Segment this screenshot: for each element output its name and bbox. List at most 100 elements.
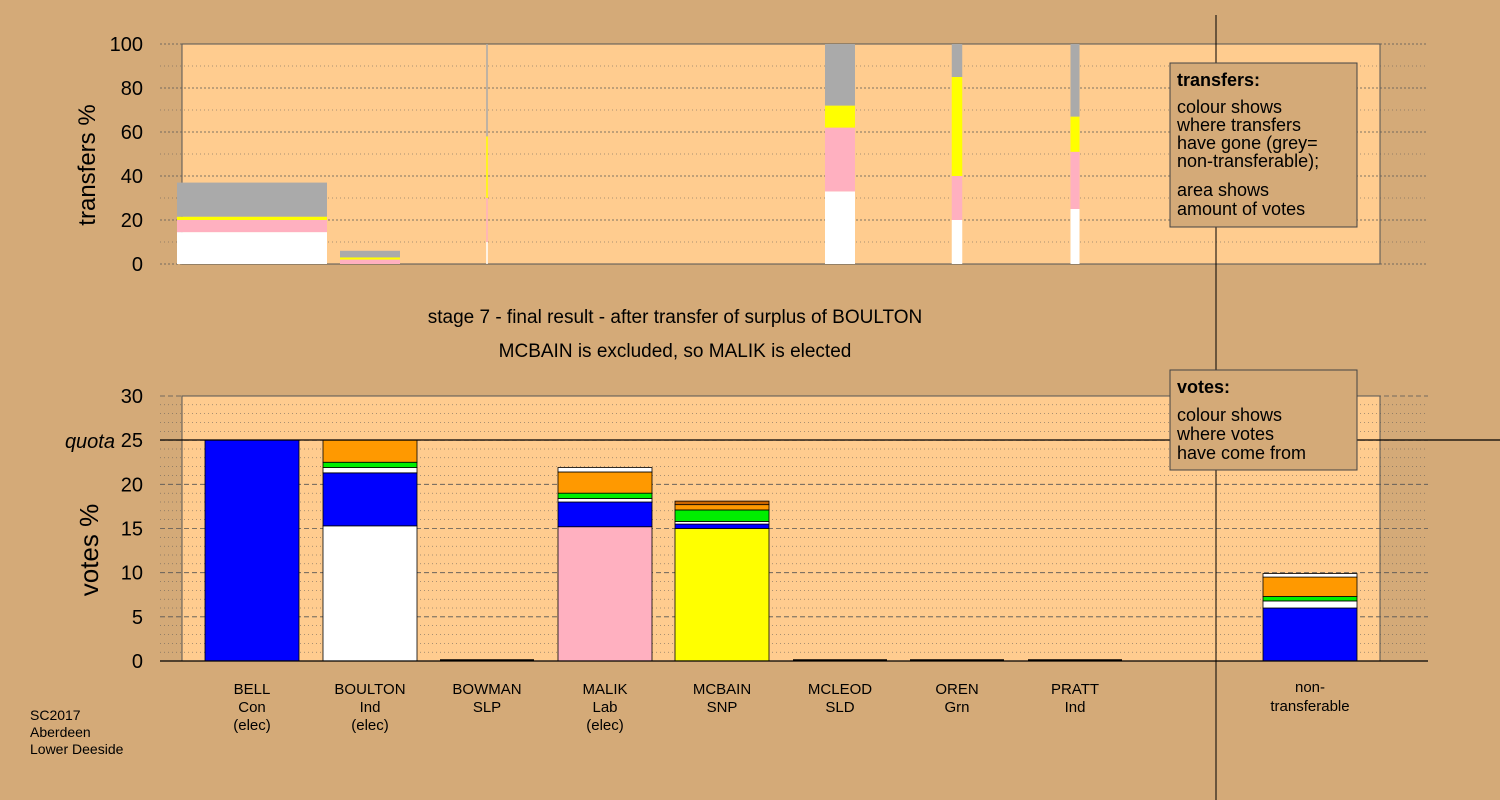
candidate-status: (elec) <box>586 717 624 734</box>
nontransferable-label-line1: non- <box>1295 679 1325 696</box>
footer: SC2017 Aberdeen Lower Deeside <box>30 707 124 757</box>
y-tick-label: 60 <box>121 122 143 144</box>
candidate-name: MCLEOD <box>808 681 872 698</box>
vote-segment <box>674 509 770 522</box>
candidate-party: Lab <box>592 699 617 716</box>
candidate-status: (elec) <box>351 717 389 734</box>
candidate-party: SLD <box>825 699 854 716</box>
footer-line: SC2017 <box>30 707 81 723</box>
y-tick-label: 100 <box>110 34 143 56</box>
transfer-column-bell <box>177 182 327 264</box>
y-tick-label: 25 <box>121 430 143 452</box>
vote-segment <box>674 500 770 506</box>
footer-line: Lower Deeside <box>30 741 124 757</box>
votes-legend-box <box>1169 369 1358 471</box>
transfer-segment <box>1070 151 1080 209</box>
vote-column-malik <box>557 467 653 662</box>
vote-segment <box>557 501 653 528</box>
transfer-segment <box>177 232 327 264</box>
transfers-bars <box>177 44 1080 264</box>
transfer-segment <box>951 44 963 77</box>
vote-segment <box>557 467 653 473</box>
stage-title: stage 7 - final result - after transfer … <box>428 307 923 328</box>
transfer-segment <box>340 259 400 264</box>
transfers-legend-line: have gone (grey= <box>1177 133 1318 153</box>
transfers-legend-line: amount of votes <box>1177 199 1305 219</box>
nontransferable-label-line2: transferable <box>1270 698 1349 715</box>
transfer-column-mcleod <box>825 44 855 264</box>
y-tick-label: 0 <box>132 651 143 673</box>
votes-y-ticks: 0 5 10 15 20 25 30 <box>121 386 143 673</box>
vote-segment <box>204 439 300 662</box>
footer-line: Aberdeen <box>30 724 91 740</box>
candidate-party: Ind <box>360 699 381 716</box>
transfer-segment <box>486 136 488 198</box>
candidate-party: SNP <box>707 699 738 716</box>
votes-bars <box>204 439 1358 662</box>
transfers-legend-line: where transfers <box>1176 115 1301 135</box>
transfers-legend: transfers: colour shows where transfers … <box>1169 62 1358 228</box>
candidate-name: OREN <box>935 681 978 698</box>
vote-segment <box>322 439 418 463</box>
candidate-party: Con <box>238 699 266 716</box>
transfer-segment <box>177 182 327 217</box>
y-tick-label: 40 <box>121 166 143 188</box>
vote-segment <box>557 526 653 662</box>
vote-column-non-transferable <box>1262 573 1358 662</box>
candidate-labels: BELLCon(elec)BOULTONInd(elec)BOWMANSLPMA… <box>233 681 1099 734</box>
candidate-name: MCBAIN <box>693 681 751 698</box>
transfer-segment <box>1070 209 1080 264</box>
y-tick-label: 20 <box>121 474 143 496</box>
vote-column-bell <box>204 439 300 662</box>
transfer-segment <box>825 105 855 128</box>
vote-segment <box>674 528 770 662</box>
votes-legend: votes: colour shows where votes have com… <box>1169 369 1358 471</box>
vote-segment <box>1262 607 1358 662</box>
votes-legend-line: where votes <box>1176 424 1274 444</box>
transfer-segment <box>486 242 488 264</box>
y-tick-label: 80 <box>121 78 143 100</box>
transfer-segment <box>340 257 400 260</box>
outcome-title: MCBAIN is excluded, so MALIK is elected <box>499 341 852 362</box>
candidate-name: MALIK <box>582 681 627 698</box>
vote-column-boulton <box>322 439 418 662</box>
vote-segment <box>557 498 653 503</box>
transfers-legend-box <box>1169 62 1358 228</box>
candidate-name: PRATT <box>1051 681 1099 698</box>
y-tick-label: 10 <box>121 563 143 585</box>
candidate-status: (elec) <box>233 717 271 734</box>
y-tick-label: 5 <box>132 607 143 629</box>
vote-column-mcbain <box>674 500 770 662</box>
vote-segment <box>1262 596 1358 602</box>
vote-segment <box>322 472 418 527</box>
transfer-column-oren <box>951 44 963 264</box>
transfers-legend-heading: transfers: <box>1177 70 1260 90</box>
transfer-segment <box>825 44 855 106</box>
transfer-segment <box>1070 44 1080 117</box>
transfer-segment <box>340 250 400 258</box>
candidate-party: Ind <box>1065 699 1086 716</box>
quota-label: quota <box>65 431 115 453</box>
vote-segment <box>322 467 418 474</box>
transfer-column-bowman <box>486 44 488 264</box>
nontransferable-label: non- transferable <box>1270 679 1349 715</box>
vote-segment <box>1262 600 1358 609</box>
candidate-name: BELL <box>234 681 271 698</box>
transfer-column-pratt <box>1070 44 1080 264</box>
vote-segment <box>1262 573 1358 578</box>
votes-legend-line: colour shows <box>1177 405 1282 425</box>
y-tick-label: 30 <box>121 386 143 408</box>
transfers-legend-line: colour shows <box>1177 97 1282 117</box>
transfers-legend-line: non-transferable); <box>1177 151 1319 171</box>
vote-segment <box>674 523 770 529</box>
vote-segment <box>674 504 770 511</box>
candidate-party: SLP <box>473 699 501 716</box>
transfer-segment <box>951 176 963 220</box>
